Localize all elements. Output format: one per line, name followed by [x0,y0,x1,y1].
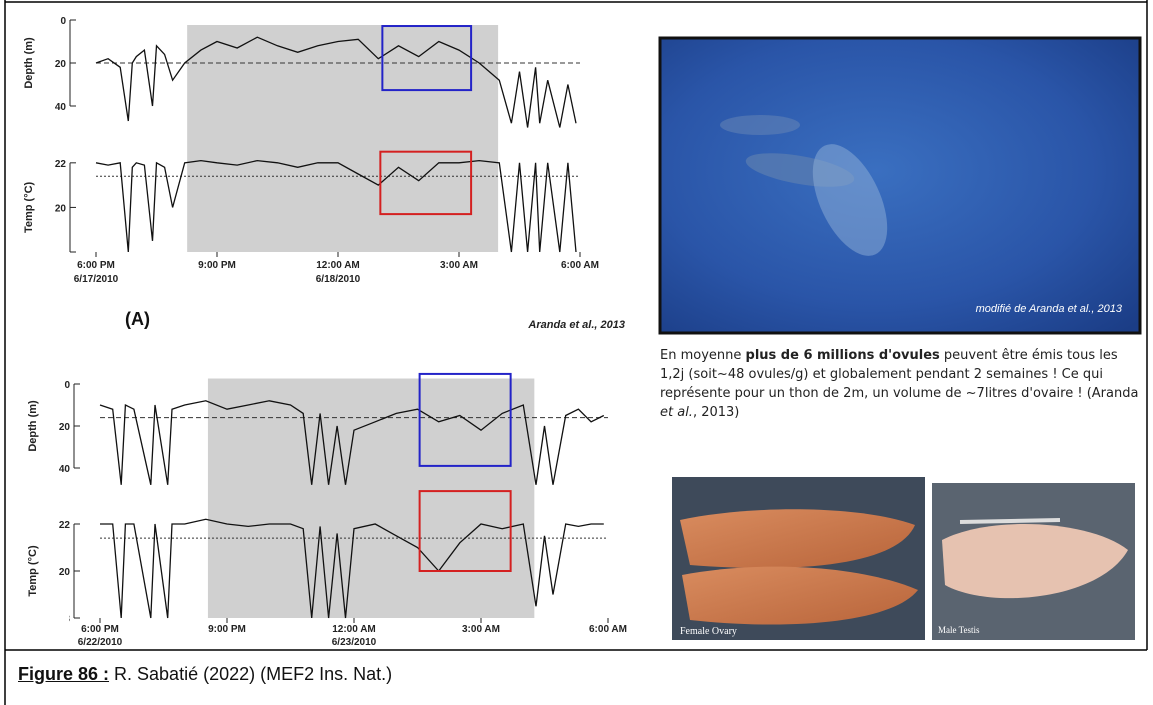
night-shading [187,25,499,252]
x-tick-label: 6:00 PM [81,624,119,635]
y-tick-label: 20 [55,203,67,214]
x-tick-label: 6:00 AM [589,624,627,635]
photo-credit: modifié de Aranda et al., 2013 [976,303,1123,315]
x-tick-label: 6:00 AM [561,260,599,271]
depth-line [99,400,605,485]
y-tick-label: 0 [60,16,66,27]
text: En moyenne [660,348,746,363]
y-tick-label: 40 [59,464,71,475]
y-axis-label: Depth (m) [27,400,39,452]
x-tick-label: 3:00 AM [440,260,478,271]
y-tick-label: 40 [55,102,67,113]
photo-label: Female Ovary [680,626,737,637]
night-shading [207,378,535,618]
date-label: 6/23/2010 [332,637,377,648]
text: peuvent être émis tous les 1,2j (soit~48… [660,348,1139,401]
date-label: 6/22/2010 [78,637,123,648]
x-tick-label: 9:00 PM [208,624,246,635]
date-label: 6/17/2010 [74,274,119,285]
caption: Figure 86 : R. Sabatié (2022) (MEF2 Ins.… [18,664,392,685]
spawn-cloud [812,144,888,256]
y-tick-label: 20 [59,567,71,578]
citation: Aranda et al., 2013 [527,319,625,331]
blank-patch [35,246,69,280]
paragraph: En moyenne plus de 6 millions d'ovules p… [660,346,1140,422]
y-tick-label: 20 [55,59,67,70]
highlight-box [381,25,473,92]
x-tick-label: 9:00 PM [198,260,236,271]
ovary-shape [680,509,915,569]
highlight-box [379,150,473,216]
caption-label: Figure 86 : [18,664,110,684]
highlight-box [418,490,512,573]
photo-label: Male Testis [938,625,980,635]
blank-patch [35,597,69,631]
testis-shape [942,523,1128,599]
date-label: 6/18/2010 [316,274,361,285]
x-tick-label: 12:00 AM [332,624,376,635]
x-tick-label: 12:00 AM [316,260,360,271]
temp-line [95,159,577,253]
y-tick-label: 22 [59,520,71,531]
fish-shape [720,115,800,135]
y-tick-label: 22 [55,159,67,170]
temp-line [100,518,604,619]
ovary-shape [682,566,918,625]
y-axis-label: Temp (°C) [27,545,39,597]
y-tick-label: 20 [59,422,71,433]
knife [959,518,1061,524]
text: , 2013) [692,405,740,420]
text-italic: et al. [660,405,693,420]
underwater-photo [658,36,1142,335]
caption-text: R. Sabatié (2022) (MEF2 Ins. Nat.) [109,664,393,684]
highlight-box [418,372,512,467]
y-axis-label: Depth (m) [23,37,35,89]
y-axis-label: Temp (°C) [23,181,35,233]
x-tick-label: 6:00 PM [77,260,115,271]
panel-label: (A) [125,309,150,329]
depth-line [95,36,577,128]
y-tick-label: 0 [64,380,70,391]
text-bold: plus de 6 millions d'ovules [745,348,940,363]
x-tick-label: 3:00 AM [462,624,500,635]
